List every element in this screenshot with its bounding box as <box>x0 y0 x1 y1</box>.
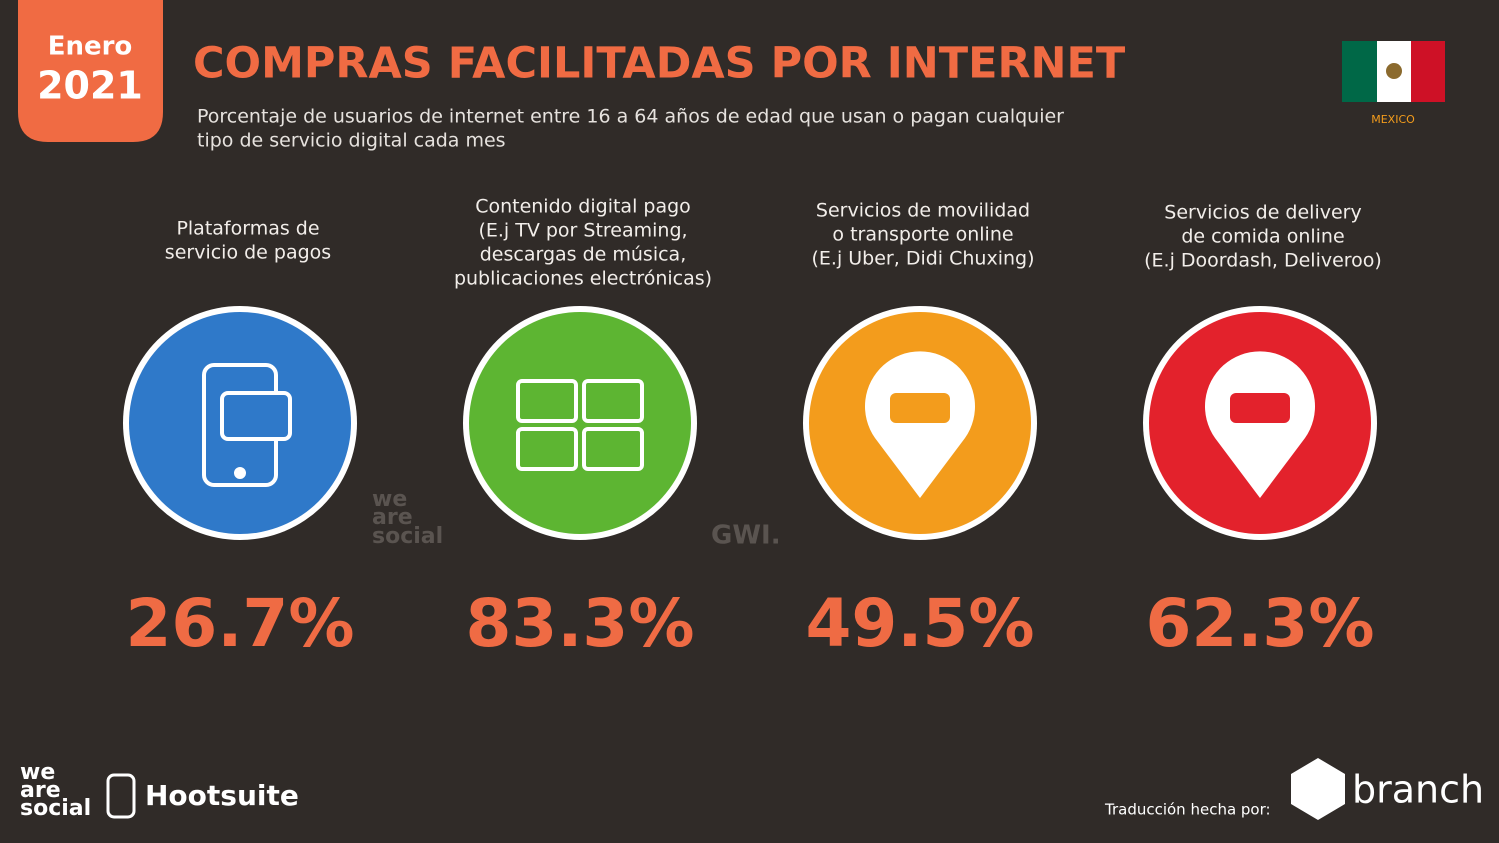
item-label: Contenido digital pago <box>475 196 691 218</box>
item-label: (E.j TV por Streaming, <box>478 220 687 242</box>
item-label: servicio de pagos <box>165 242 331 264</box>
button <box>234 467 246 479</box>
svg-text:we: we <box>372 487 407 512</box>
we-are-social-logo: we are social <box>20 760 91 821</box>
item-label: Servicios de delivery <box>1164 202 1361 224</box>
tile <box>516 427 578 471</box>
item-label: o transporte online <box>832 224 1013 246</box>
svg-text:social: social <box>20 796 91 821</box>
badge-year: 2021 <box>37 64 143 108</box>
icon <box>516 379 644 471</box>
flag <box>1342 41 1445 102</box>
tile <box>582 379 644 423</box>
glyph <box>1230 393 1290 423</box>
branch-icon <box>1291 758 1345 820</box>
icon <box>202 363 292 487</box>
owl-icon <box>106 773 136 819</box>
item-value: 62.3% <box>1146 585 1375 662</box>
svg-text:social: social <box>372 524 443 549</box>
item-label: Servicios de movilidad <box>816 200 1030 222</box>
badge-month: Enero <box>48 32 133 62</box>
item-value: 49.5% <box>806 585 1035 662</box>
pin <box>864 351 975 498</box>
title: COMPRAS FACILITADAS POR INTERNET <box>193 39 1126 89</box>
date-badge <box>18 0 163 142</box>
credit: Traducción hecha por: <box>1104 801 1271 819</box>
svg-text:we: we <box>20 760 55 785</box>
item-value: 26.7% <box>126 585 355 662</box>
icon <box>864 351 975 498</box>
watermark: we are social GWI. <box>372 487 781 551</box>
tile <box>516 379 578 423</box>
svg-text:GWI.: GWI. <box>711 521 781 551</box>
tile <box>582 427 644 471</box>
pin <box>1205 351 1315 498</box>
glyph <box>890 393 950 423</box>
hootsuite-logo: Hootsuite <box>145 779 299 812</box>
item-label: Plataformas de <box>176 218 319 240</box>
svg-text:are: are <box>20 778 61 803</box>
svg-text:are: are <box>372 505 413 530</box>
card <box>220 391 292 441</box>
subtitle: tipo de servicio digital cada mes <box>197 130 506 152</box>
item-value: 83.3% <box>466 585 695 662</box>
item-label: (E.j Uber, Didi Chuxing) <box>812 248 1035 270</box>
icon <box>1205 351 1315 498</box>
item-label: (E.j Doordash, Deliveroo) <box>1144 250 1382 272</box>
subtitle: Porcentaje de usuarios de internet entre… <box>197 106 1064 128</box>
item-label: descargas de música, <box>480 244 687 266</box>
item-label: publicaciones electrónicas) <box>454 268 712 290</box>
country: MEXICO <box>1371 113 1415 126</box>
icon-circle <box>469 312 691 534</box>
item-label: de comida online <box>1181 226 1344 248</box>
branch-logo: branch <box>1352 768 1484 812</box>
